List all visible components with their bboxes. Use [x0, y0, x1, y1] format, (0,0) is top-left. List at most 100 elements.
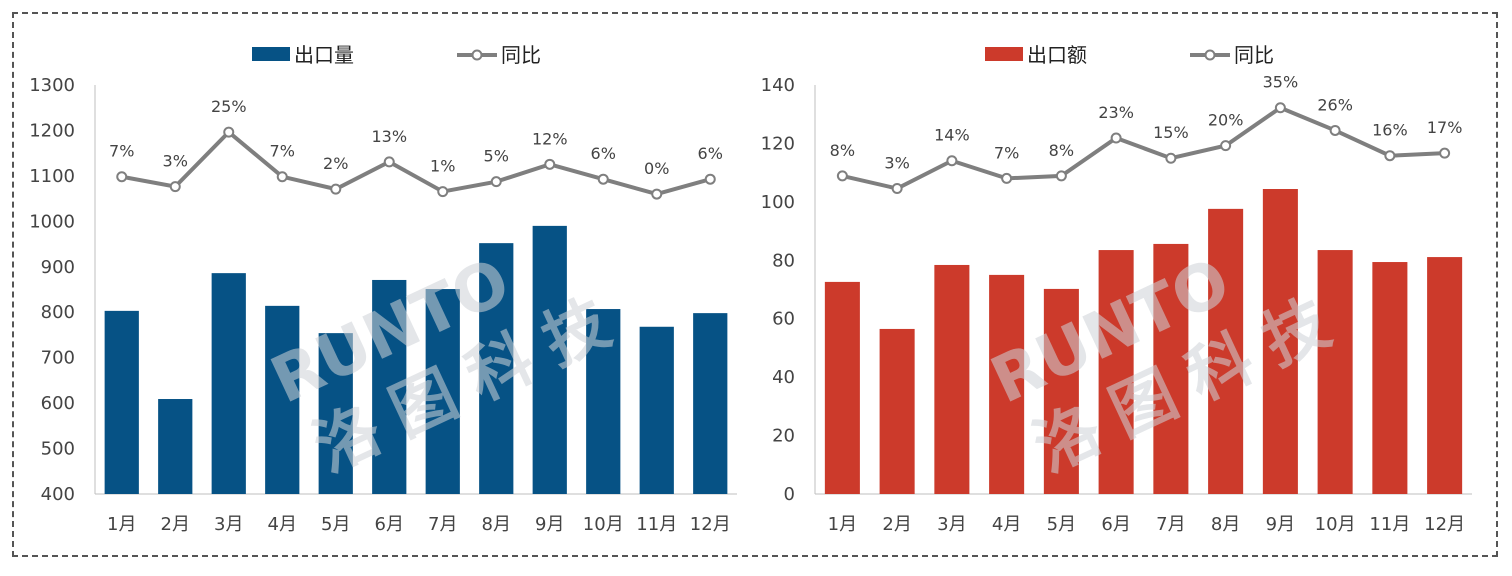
- bar-11月: [639, 326, 674, 494]
- x-tick-label: 4月: [992, 514, 1021, 535]
- bar-3月: [934, 264, 970, 494]
- y-tick-label: 0: [784, 484, 795, 505]
- x-tick-label: 7月: [1156, 514, 1185, 535]
- bar-2月: [879, 328, 915, 494]
- yoy-point: [490, 176, 502, 188]
- yoy-point: [1165, 152, 1177, 164]
- y-tick-label: 1100: [29, 166, 75, 187]
- yoy-point: [1110, 132, 1122, 144]
- x-tick-label: 11月: [1369, 514, 1410, 535]
- x-tick-label: 5月: [1047, 514, 1076, 535]
- bar-8月: [479, 243, 514, 494]
- yoy-data-label: 3%: [884, 154, 909, 173]
- bar-1月: [104, 310, 139, 494]
- yoy-point: [1220, 140, 1232, 152]
- yoy-data-label: 5%: [484, 147, 509, 166]
- yoy-data-label: 8%: [1049, 141, 1074, 160]
- bar-6月: [372, 279, 407, 494]
- yoy-point: [116, 171, 128, 183]
- yoy-data-label: 23%: [1098, 103, 1134, 122]
- y-tick-label: 1200: [29, 120, 75, 141]
- bar-2月: [158, 399, 193, 494]
- y-tick-label: 80: [772, 250, 795, 271]
- y-tick-label: 20: [772, 426, 795, 447]
- y-tick-label: 100: [761, 192, 795, 213]
- legend-marker: [1204, 49, 1216, 61]
- y-tick-label: 600: [41, 393, 75, 414]
- x-tick-label: 8月: [482, 514, 511, 535]
- x-tick-label: 1月: [828, 514, 857, 535]
- x-tick-label: 5月: [321, 514, 350, 535]
- yoy-point: [223, 126, 235, 138]
- yoy-point: [1055, 170, 1067, 182]
- legend-label-line: 同比: [1234, 43, 1274, 67]
- bar-7月: [425, 289, 460, 494]
- yoy-data-label: 35%: [1263, 73, 1299, 92]
- bar-6月: [1098, 250, 1134, 494]
- legend-label-bar: 出口量: [294, 43, 354, 67]
- yoy-data-label: 2%: [323, 154, 348, 173]
- y-tick-label: 120: [761, 133, 795, 154]
- yoy-point: [704, 173, 716, 185]
- y-tick-label: 60: [772, 309, 795, 330]
- yoy-data-label: 12%: [532, 129, 568, 148]
- y-tick-label: 400: [41, 484, 75, 505]
- chart-1: 400 500 600 700 800 900 1000 1100 1200 1300 1月 2月 3月…: [29, 43, 737, 535]
- yoy-point: [1439, 147, 1451, 159]
- yoy-line: [841, 105, 1445, 191]
- bar-9月: [532, 225, 567, 494]
- x-tick-label: 4月: [268, 514, 297, 535]
- x-tick-label: 1月: [107, 514, 136, 535]
- bar-10月: [586, 309, 621, 494]
- yoy-data-label: 7%: [270, 142, 295, 161]
- yoy-data-label: 16%: [1372, 121, 1408, 140]
- y-tick-label: 1300: [29, 75, 75, 96]
- bar-12月: [693, 313, 728, 494]
- yoy-point: [1384, 150, 1396, 162]
- chart-2: 0 20 40 60 80 100 120 140 1月 2月 3月 4月 5月 6月 7月 8月 9月 10月 1…: [761, 43, 1472, 535]
- x-tick-label: 12月: [690, 514, 731, 535]
- x-tick-label: 11月: [636, 514, 677, 535]
- yoy-data-label: 14%: [934, 126, 970, 145]
- yoy-point: [651, 188, 663, 200]
- yoy-data-label: 1%: [430, 157, 455, 176]
- y-tick-label: 900: [41, 257, 75, 278]
- yoy-data-label: 8%: [830, 141, 855, 160]
- bar-1月: [824, 281, 860, 494]
- legend-swatch-bar: [985, 47, 1023, 61]
- x-tick-label: 6月: [375, 514, 404, 535]
- bar-11月: [1372, 262, 1408, 494]
- legend-swatch-bar: [252, 47, 290, 61]
- yoy-point: [836, 170, 848, 182]
- yoy-data-label: 17%: [1427, 118, 1463, 137]
- bar-9月: [1262, 189, 1298, 494]
- yoy-point: [169, 181, 181, 193]
- x-tick-label: 7月: [428, 514, 457, 535]
- x-tick-label: 9月: [1266, 514, 1295, 535]
- legend-label-bar: 出口额: [1027, 43, 1087, 67]
- yoy-data-label: 3%: [163, 152, 188, 171]
- yoy-point: [383, 156, 395, 168]
- yoy-point: [276, 171, 288, 183]
- bar-8月: [1208, 208, 1244, 494]
- y-tick-label: 700: [41, 348, 75, 369]
- x-tick-label: 3月: [214, 514, 243, 535]
- y-tick-label: 40: [772, 367, 795, 388]
- yoy-point: [1001, 172, 1013, 184]
- bar-10月: [1317, 250, 1353, 494]
- bar-4月: [265, 305, 300, 494]
- yoy-point: [946, 155, 958, 167]
- bar-7月: [1153, 243, 1189, 494]
- legend-label-line: 同比: [501, 43, 541, 67]
- yoy-point: [1329, 124, 1341, 136]
- yoy-point: [891, 183, 903, 195]
- yoy-data-label: 13%: [371, 127, 407, 146]
- x-tick-label: 2月: [882, 514, 911, 535]
- x-tick-label: 2月: [161, 514, 190, 535]
- yoy-data-label: 6%: [591, 144, 616, 163]
- yoy-point: [544, 158, 556, 170]
- yoy-line: [121, 129, 711, 197]
- x-tick-label: 9月: [535, 514, 564, 535]
- yoy-data-label: 25%: [211, 97, 247, 116]
